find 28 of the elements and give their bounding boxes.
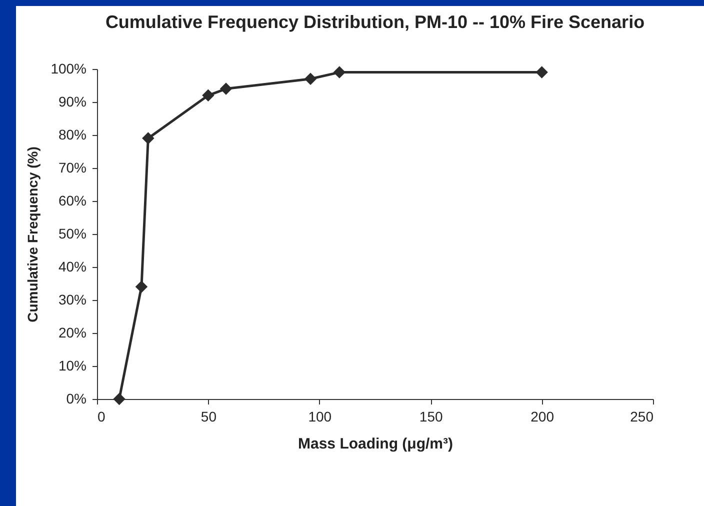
y-tick-label: 10% bbox=[58, 358, 86, 374]
y-tick-label: 100% bbox=[50, 60, 86, 76]
x-tick-label: 150 bbox=[419, 408, 443, 424]
point bbox=[304, 72, 317, 86]
point bbox=[536, 66, 548, 78]
point bbox=[220, 82, 232, 95]
y-tick-label: 40% bbox=[58, 258, 86, 274]
y-tick-label: 70% bbox=[58, 160, 86, 176]
y-tick-label: 80% bbox=[58, 126, 86, 142]
chart-title: Cumulative Frequency Distribution, PM-10 -- 10% Fire Scenario bbox=[105, 12, 645, 32]
y-tick-label: 50% bbox=[58, 226, 86, 242]
y-tick-label: 60% bbox=[58, 192, 86, 208]
y-tick-label: 0% bbox=[66, 390, 86, 406]
point bbox=[202, 89, 214, 102]
x-axis-title: Mass Loading (μg/m³) bbox=[298, 436, 454, 452]
x-tick-label: 200 bbox=[530, 408, 554, 424]
point bbox=[142, 132, 154, 144]
y-tick-label: 20% bbox=[58, 324, 86, 340]
x-tick-label: 0 bbox=[98, 408, 106, 424]
point bbox=[135, 280, 148, 293]
y-axis-title: Cumulative Frequency (%) bbox=[24, 146, 41, 322]
point bbox=[333, 66, 346, 78]
y-tick-label: 90% bbox=[58, 94, 86, 110]
x-tick-label: 100 bbox=[308, 408, 332, 424]
x-tick-label: 250 bbox=[630, 408, 654, 424]
point bbox=[113, 392, 126, 406]
y-tick-label: 30% bbox=[58, 292, 86, 308]
x-tick-label: 50 bbox=[200, 408, 217, 424]
